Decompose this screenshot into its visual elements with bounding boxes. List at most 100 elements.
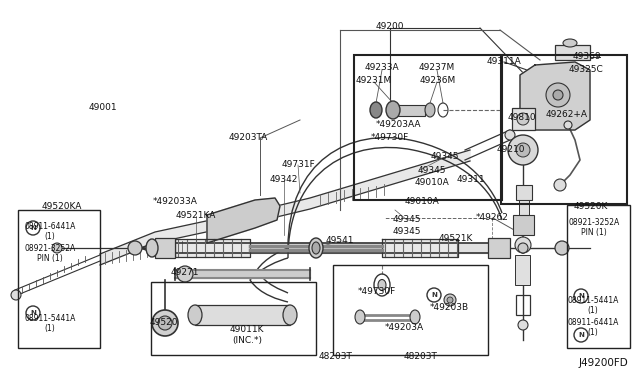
Circle shape bbox=[158, 316, 172, 330]
Text: 49010A: 49010A bbox=[404, 197, 440, 206]
Bar bbox=[519, 200, 529, 215]
Ellipse shape bbox=[146, 239, 158, 257]
Bar bbox=[393, 105, 425, 116]
Text: (1): (1) bbox=[588, 328, 598, 337]
Circle shape bbox=[564, 121, 572, 129]
Text: 49325C: 49325C bbox=[568, 65, 604, 74]
Text: N: N bbox=[431, 292, 437, 298]
Circle shape bbox=[52, 243, 62, 253]
Circle shape bbox=[517, 113, 529, 125]
Text: 08911-5441A: 08911-5441A bbox=[567, 296, 619, 305]
Text: (1): (1) bbox=[45, 232, 56, 241]
Text: N: N bbox=[30, 225, 36, 231]
Circle shape bbox=[574, 328, 588, 342]
Text: 49001: 49001 bbox=[89, 103, 117, 112]
Bar bbox=[501, 55, 627, 204]
Ellipse shape bbox=[378, 279, 386, 291]
Circle shape bbox=[11, 290, 21, 300]
Text: 49311: 49311 bbox=[457, 175, 485, 184]
Bar bbox=[513, 215, 534, 235]
Circle shape bbox=[508, 135, 538, 165]
Circle shape bbox=[555, 241, 569, 255]
Bar bbox=[382, 239, 458, 257]
Circle shape bbox=[546, 83, 570, 107]
Text: 08921-3252A: 08921-3252A bbox=[568, 218, 620, 227]
Bar bbox=[151, 282, 316, 355]
Text: 49237M: 49237M bbox=[419, 63, 455, 72]
Text: 08911-6441A: 08911-6441A bbox=[24, 222, 76, 231]
Ellipse shape bbox=[355, 310, 365, 324]
Circle shape bbox=[518, 243, 528, 253]
Text: 49345: 49345 bbox=[418, 166, 446, 175]
Text: N: N bbox=[578, 293, 584, 299]
Text: 49520KA: 49520KA bbox=[42, 202, 82, 211]
Bar bbox=[516, 295, 530, 315]
Text: 49011K: 49011K bbox=[230, 325, 264, 334]
Text: N: N bbox=[30, 310, 36, 316]
Text: 49810: 49810 bbox=[508, 113, 536, 122]
Text: 49520: 49520 bbox=[150, 318, 179, 327]
Bar bbox=[195, 305, 290, 325]
Text: *49203AA: *49203AA bbox=[375, 120, 420, 129]
Text: 49521K: 49521K bbox=[439, 234, 473, 243]
Ellipse shape bbox=[563, 39, 577, 47]
Text: 49345: 49345 bbox=[431, 152, 460, 161]
Text: 49200: 49200 bbox=[376, 22, 404, 31]
Bar bbox=[333, 265, 488, 355]
Ellipse shape bbox=[370, 102, 382, 118]
Circle shape bbox=[447, 297, 453, 303]
Circle shape bbox=[128, 241, 142, 255]
Text: *49730F: *49730F bbox=[358, 287, 396, 296]
Ellipse shape bbox=[312, 242, 320, 254]
Text: *49262: *49262 bbox=[476, 213, 508, 222]
Text: 49731F: 49731F bbox=[281, 160, 315, 169]
Ellipse shape bbox=[283, 305, 297, 325]
Bar bbox=[354, 55, 502, 200]
Text: (1): (1) bbox=[588, 306, 598, 315]
Text: 49541: 49541 bbox=[326, 236, 355, 245]
Bar bbox=[175, 239, 250, 257]
Text: (INC.*): (INC.*) bbox=[232, 336, 262, 345]
Text: 49342: 49342 bbox=[270, 175, 298, 184]
Text: 08911-5441A: 08911-5441A bbox=[24, 314, 76, 323]
Ellipse shape bbox=[410, 310, 420, 324]
Bar bbox=[512, 108, 535, 130]
Text: 49236M: 49236M bbox=[420, 76, 456, 85]
Circle shape bbox=[444, 294, 456, 306]
Text: *492033A: *492033A bbox=[152, 197, 197, 206]
Circle shape bbox=[574, 289, 588, 303]
Text: *49203B: *49203B bbox=[429, 303, 468, 312]
Bar bbox=[18, 210, 100, 348]
Polygon shape bbox=[207, 198, 280, 243]
Text: 49262+A: 49262+A bbox=[546, 110, 588, 119]
Text: (1): (1) bbox=[45, 324, 56, 333]
Bar bbox=[516, 185, 532, 200]
Polygon shape bbox=[520, 62, 590, 130]
Text: 49345: 49345 bbox=[393, 227, 421, 236]
Text: 49271: 49271 bbox=[171, 268, 199, 277]
Text: *49730F: *49730F bbox=[371, 133, 409, 142]
Circle shape bbox=[553, 90, 563, 100]
Circle shape bbox=[554, 179, 566, 191]
Text: 49231M: 49231M bbox=[356, 76, 392, 85]
Ellipse shape bbox=[309, 238, 323, 258]
Text: 48203T: 48203T bbox=[319, 352, 353, 361]
Text: 49521KA: 49521KA bbox=[176, 211, 216, 220]
Circle shape bbox=[518, 320, 528, 330]
Text: *49203A: *49203A bbox=[385, 323, 424, 332]
Text: 49311A: 49311A bbox=[486, 57, 522, 66]
Text: 08921-3252A: 08921-3252A bbox=[24, 244, 76, 253]
Text: 49010A: 49010A bbox=[415, 178, 449, 187]
Bar bbox=[515, 255, 530, 285]
Text: J49200FD: J49200FD bbox=[578, 358, 628, 368]
Polygon shape bbox=[100, 150, 470, 265]
Text: 49369: 49369 bbox=[573, 52, 602, 61]
Text: 49233A: 49233A bbox=[365, 63, 399, 72]
Bar bbox=[155, 238, 175, 258]
Text: 49210: 49210 bbox=[497, 145, 525, 154]
Circle shape bbox=[26, 221, 40, 235]
Text: PIN (1): PIN (1) bbox=[37, 254, 63, 263]
Text: 49345: 49345 bbox=[393, 215, 421, 224]
Text: 08911-6441A: 08911-6441A bbox=[567, 318, 619, 327]
Ellipse shape bbox=[425, 103, 435, 117]
